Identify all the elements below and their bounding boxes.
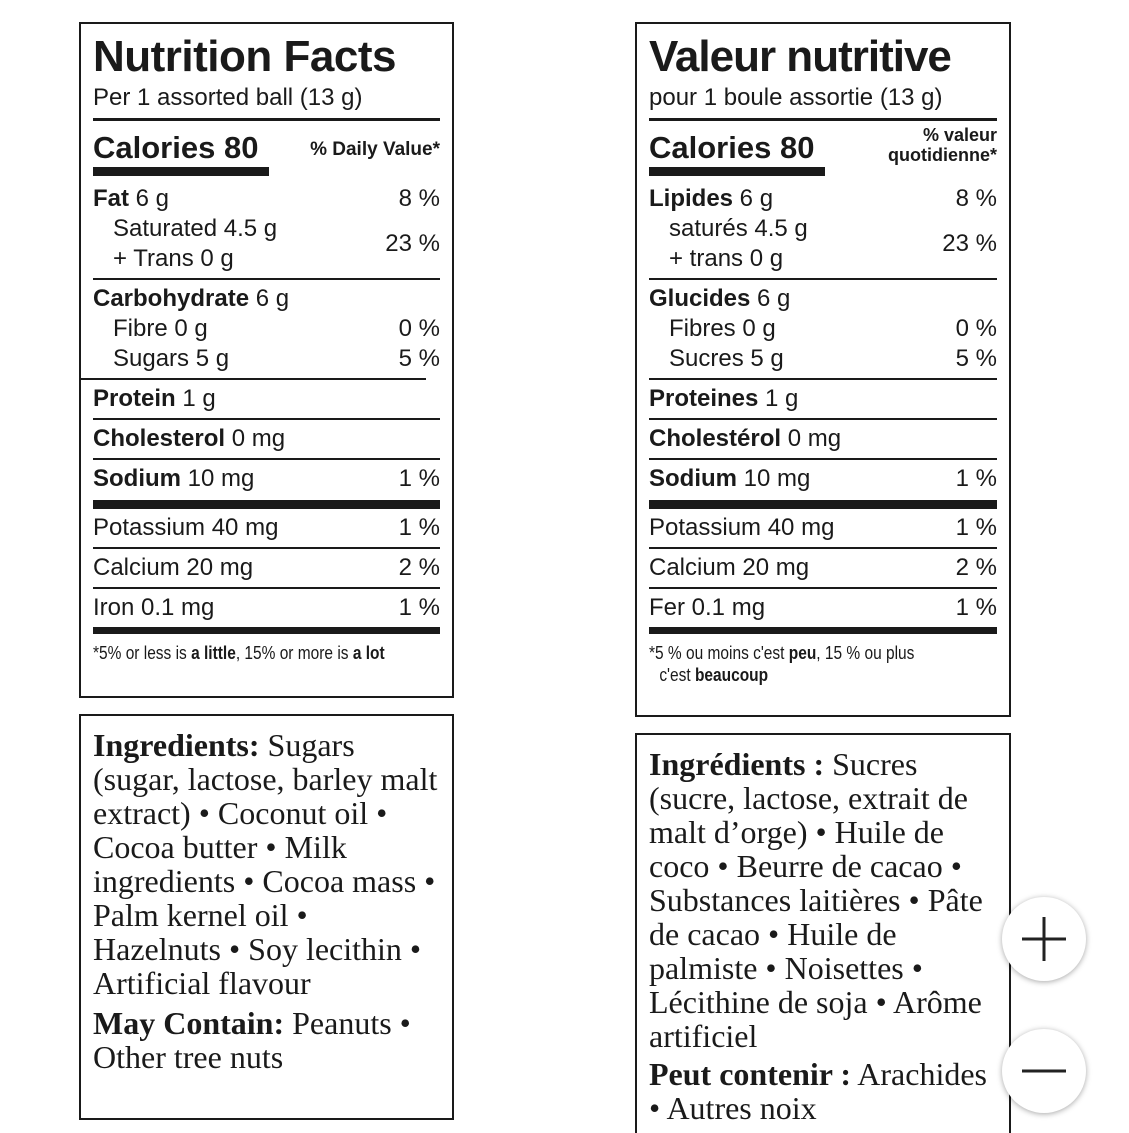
nf-serving-en: Per 1 assorted ball (13 g) <box>93 84 363 111</box>
sodium-pct-fr: 1 % <box>955 465 997 492</box>
trans-en: + Trans 0 g <box>113 245 234 272</box>
divider <box>93 587 440 589</box>
chol-amount-en: 0 mg <box>225 425 286 452</box>
sodium-pct-en: 1 % <box>398 465 440 492</box>
divider <box>649 378 997 380</box>
carb-label-en: Carbohydrate <box>93 285 250 312</box>
fat-pct-en: 8 % <box>398 185 440 212</box>
footnote-fr: *5 % ou moins c'est peu, 15 % ou plus c'e… <box>649 643 915 685</box>
divider <box>649 547 997 549</box>
sugars-pct-fr: 5 % <box>955 345 997 372</box>
minus-icon <box>1022 1069 1066 1073</box>
may-contain-fr: Peut contenir : Arachides • Autres noix <box>649 1056 987 1126</box>
calcium-en: Calcium 20 mg <box>93 554 254 581</box>
divider <box>93 278 440 280</box>
nutrition-facts-fr: Valeur nutritive pour 1 boule assortie (… <box>635 22 1011 717</box>
protein-label-fr: Proteines <box>649 385 759 412</box>
divider <box>79 378 426 380</box>
fat-section-en: Fat 6 g 8 % Saturated 4.5 g + Trans 0 g 2… <box>93 176 440 278</box>
sodium-amount-en: 10 mg <box>181 465 255 492</box>
carb-amount-fr: 6 g <box>750 285 791 312</box>
sodium-label-fr: Sodium <box>649 465 737 492</box>
calcium-pct-en: 2 % <box>398 554 440 581</box>
zoom-in-button[interactable] <box>1002 897 1086 981</box>
calcium-fr: Calcium 20 mg <box>649 554 810 581</box>
divider <box>93 458 440 460</box>
potassium-fr: Potassium 40 mg <box>649 514 835 541</box>
divider <box>649 458 997 460</box>
calories-fr: Calories 80 <box>649 130 815 165</box>
fibre-pct-en: 0 % <box>398 315 440 342</box>
fat-label-en: Fat <box>93 185 129 212</box>
dv-header-en: % Daily Value* <box>310 139 440 160</box>
potassium-en: Potassium 40 mg <box>93 514 279 541</box>
iron-en: Iron 0.1 mg <box>93 594 215 621</box>
chol-amount-fr: 0 mg <box>781 425 842 452</box>
iron-pct-en: 1 % <box>398 594 440 621</box>
ingredients-text-en: Ingredients: Sugars (sugar, lactose, bar… <box>93 727 438 1001</box>
sugars-pct-en: 5 % <box>398 345 440 372</box>
ingredients-fr: Ingrédients : Sucres (sucre, lactose, ex… <box>635 733 1011 1133</box>
trans-fr: + trans 0 g <box>669 245 784 272</box>
carb-label-fr: Glucides <box>649 285 751 312</box>
calories-row-fr: Calories 80 % valeur quotidienne* <box>649 121 997 165</box>
divider <box>93 547 440 549</box>
sat-pct-en: 23 % <box>385 230 440 257</box>
chol-label-fr: Cholestérol <box>649 425 782 452</box>
protein-label-en: Protein <box>93 385 176 412</box>
divider <box>93 500 440 509</box>
ingredients-text-fr: Ingrédients : Sucres (sucre, lactose, ex… <box>649 746 983 1054</box>
may-contain-en: May Contain: Peanuts • Other tree nuts <box>93 1005 411 1075</box>
potassium-pct-fr: 1 % <box>955 514 997 541</box>
calories-en: Calories 80 <box>93 130 259 165</box>
footnote-en: *5% or less is a little, 15% or more is … <box>93 643 385 663</box>
divider <box>649 627 997 634</box>
nf-title-fr: Valeur nutritive <box>649 32 952 81</box>
plus-icon <box>1022 917 1066 961</box>
protein-amount-fr: 1 g <box>758 385 799 412</box>
dv-header-fr: % valeur quotidienne* <box>888 125 997 165</box>
chol-label-en: Cholesterol <box>93 425 226 452</box>
sodium-label-en: Sodium <box>93 465 181 492</box>
calories-row-en: Calories 80 % Daily Value* <box>93 121 440 165</box>
divider <box>649 118 997 121</box>
sugars-fr: Sucres 5 g <box>669 345 784 372</box>
nutrition-facts-en: Nutrition Facts Per 1 assorted ball (13 … <box>79 22 454 698</box>
sat-pct-fr: 23 % <box>942 230 997 257</box>
divider <box>649 587 997 589</box>
fat-pct-fr: 8 % <box>955 185 997 212</box>
iron-pct-fr: 1 % <box>955 594 997 621</box>
calories-bar <box>649 167 825 176</box>
saturated-fr: saturés 4.5 g <box>669 215 808 242</box>
fat-amount-fr: 6 g <box>733 185 774 212</box>
fibre-pct-fr: 0 % <box>955 315 997 342</box>
nf-title-en: Nutrition Facts <box>93 32 396 81</box>
carb-amount-en: 6 g <box>249 285 290 312</box>
protein-amount-en: 1 g <box>175 385 216 412</box>
divider <box>649 278 997 280</box>
fibre-fr: Fibres 0 g <box>669 315 776 342</box>
zoom-out-button[interactable] <box>1002 1029 1086 1113</box>
potassium-pct-en: 1 % <box>398 514 440 541</box>
nf-serving-fr: pour 1 boule assortie (13 g) <box>649 84 943 111</box>
fibre-en: Fibre 0 g <box>113 315 208 342</box>
sugars-en: Sugars 5 g <box>113 345 230 372</box>
divider <box>93 627 440 634</box>
carb-section-fr: Glucides 6 g Fibres 0 g 0 % Sucres 5 g 5 % <box>649 280 997 378</box>
fat-label-fr: Lipides <box>649 185 734 212</box>
divider <box>93 418 440 420</box>
calories-bar <box>93 167 269 176</box>
fat-amount-en: 6 g <box>129 185 170 212</box>
iron-fr: Fer 0.1 mg <box>649 594 766 621</box>
carb-section-en: Carbohydrate 6 g Fibre 0 g 0 % Sugars 5 g… <box>93 280 440 378</box>
divider <box>93 118 440 121</box>
calcium-pct-fr: 2 % <box>955 554 997 581</box>
saturated-en: Saturated 4.5 g <box>113 215 278 242</box>
divider <box>649 500 997 509</box>
sodium-amount-fr: 10 mg <box>737 465 811 492</box>
divider <box>649 418 997 420</box>
fat-section-fr: Lipides 6 g 8 % saturés 4.5 g + trans 0 g… <box>649 176 997 278</box>
ingredients-en: Ingredients: Sugars (sugar, lactose, bar… <box>79 714 454 1120</box>
